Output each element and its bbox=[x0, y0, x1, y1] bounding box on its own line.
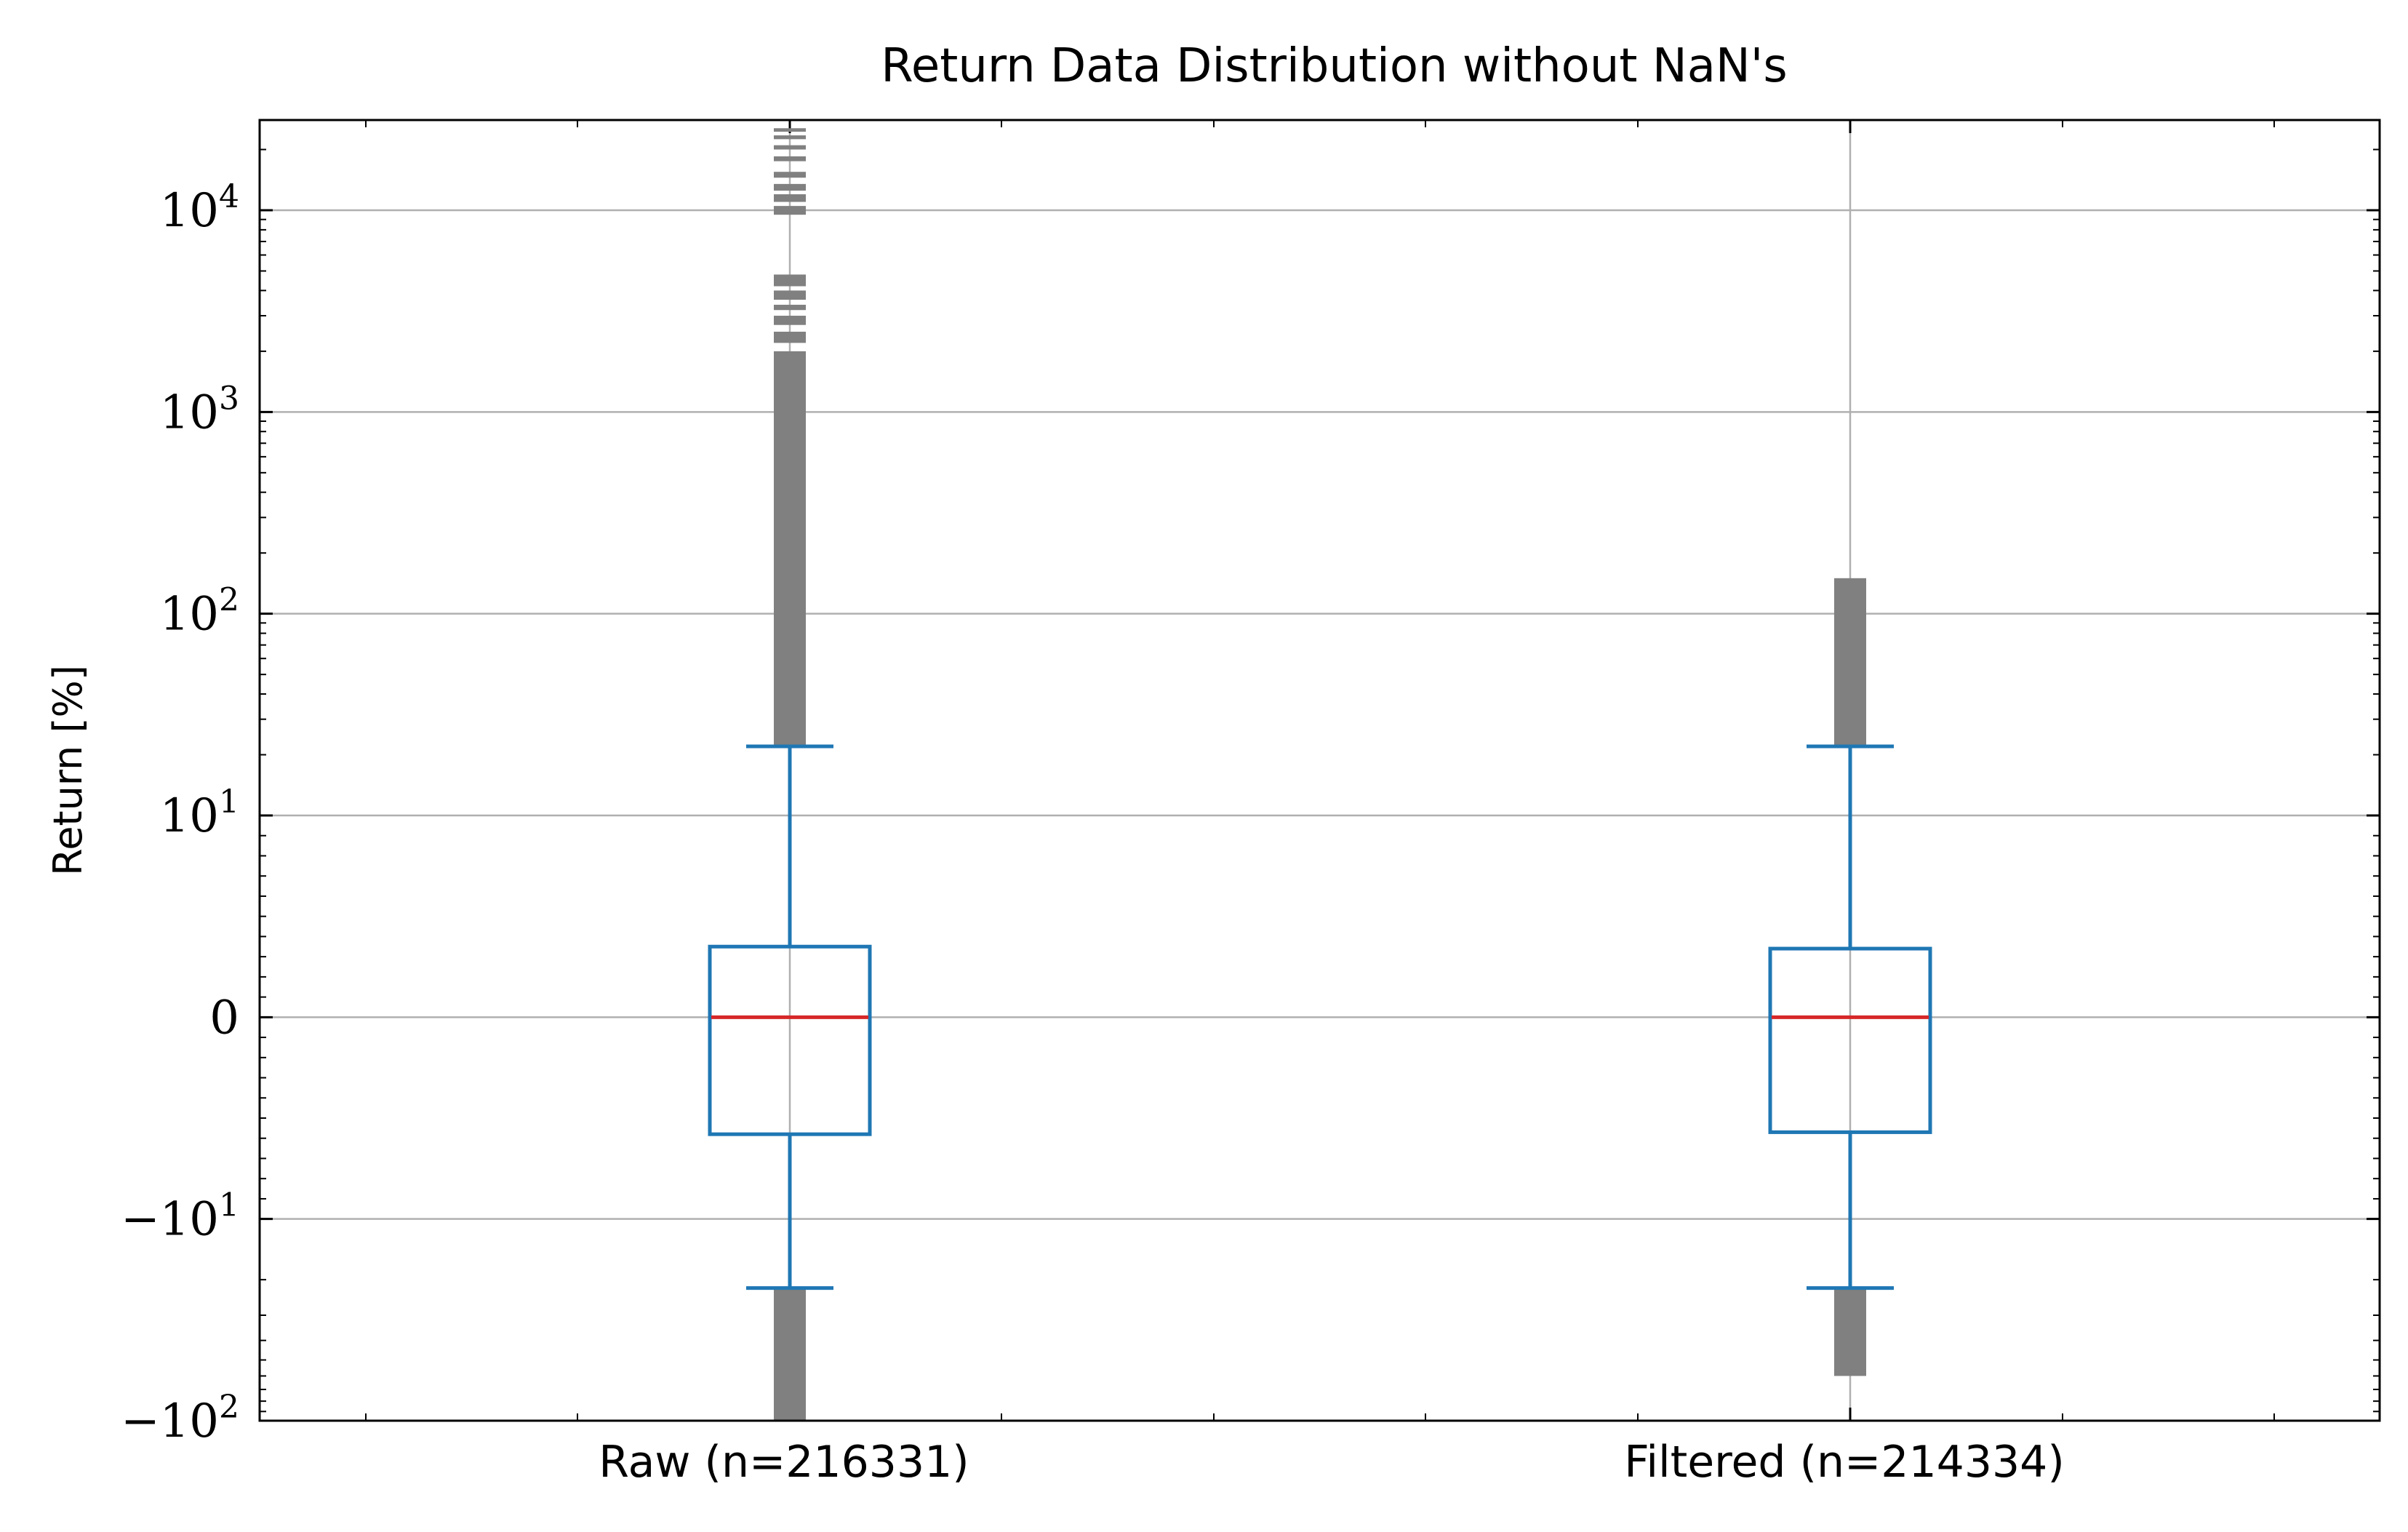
outlier-band bbox=[774, 172, 806, 178]
y-tick-labels: −102 −101 0 101 102 103 104 bbox=[121, 178, 239, 1448]
x-tick-label: Raw (n=216331) bbox=[599, 1437, 969, 1488]
y-tick-label: −101 bbox=[121, 1187, 239, 1247]
outlier-band bbox=[774, 304, 806, 311]
outlier-band bbox=[774, 274, 806, 287]
y-tick-label: 101 bbox=[160, 783, 239, 843]
outlier-band bbox=[774, 1288, 806, 1421]
outlier-band bbox=[1834, 1288, 1866, 1376]
outlier-band bbox=[774, 128, 806, 132]
outlier-band bbox=[774, 206, 806, 215]
outlier-band bbox=[774, 183, 806, 191]
outlier-band bbox=[1834, 578, 1866, 747]
iqr-box bbox=[708, 944, 872, 1136]
outlier-band bbox=[774, 316, 806, 325]
outlier-band bbox=[774, 156, 806, 161]
grid-lines bbox=[260, 120, 2380, 1422]
minor-ticks bbox=[260, 120, 2380, 1422]
outlier-band bbox=[774, 290, 806, 300]
iqr-box bbox=[1768, 946, 1932, 1134]
x-tick-label: Filtered (n=214334) bbox=[1624, 1437, 2065, 1488]
y-tick-label: 103 bbox=[160, 380, 239, 439]
y-tick-label: 104 bbox=[160, 178, 239, 238]
outlier-band bbox=[774, 351, 806, 747]
box-0 bbox=[708, 128, 872, 1421]
box-1 bbox=[1768, 578, 1932, 1376]
y-tick-label: 0 bbox=[209, 991, 239, 1045]
outlier-band bbox=[774, 331, 806, 343]
x-tick-labels: Raw (n=216331) Filtered (n=214334) bbox=[599, 1437, 2064, 1488]
y-axis-label: Return [%] bbox=[45, 665, 91, 876]
outlier-band bbox=[774, 194, 806, 202]
boxes bbox=[708, 128, 1932, 1421]
chart-title: Return Data Distribution without NaN's bbox=[881, 39, 1787, 93]
outlier-band bbox=[774, 145, 806, 150]
outlier-band bbox=[774, 135, 806, 140]
y-tick-label: 102 bbox=[160, 582, 239, 642]
plot-frame bbox=[258, 119, 2381, 1422]
y-tick-label: −102 bbox=[121, 1389, 239, 1448]
